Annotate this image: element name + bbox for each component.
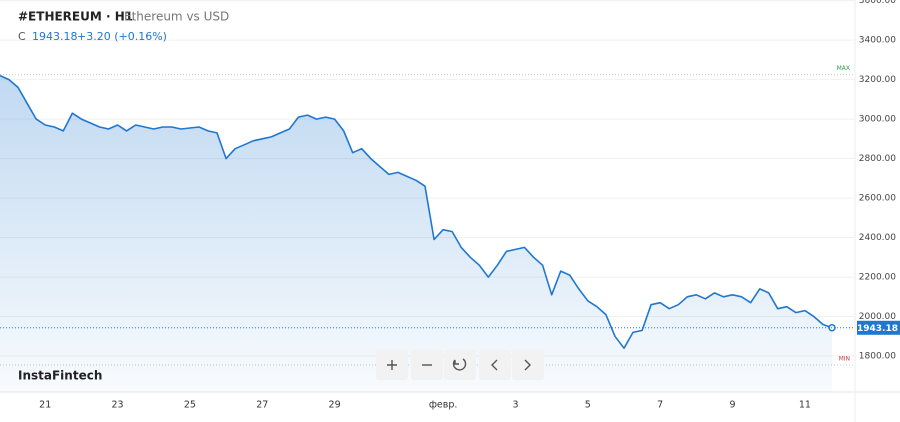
x-tick-label: 23 <box>112 400 124 411</box>
x-tick-label: 7 <box>657 400 663 411</box>
x-tick-label: 11 <box>799 400 811 411</box>
last-price-label: 1943.18 <box>857 324 898 334</box>
x-tick-label: 29 <box>329 400 341 411</box>
toolbar <box>376 350 544 380</box>
y-tick-label: 2800.00 <box>859 154 896 164</box>
y-tick-label: 2000.00 <box>859 312 896 322</box>
symbol: #ETHEREUM · H1 <box>18 10 133 24</box>
y-tick-label: 1800.00 <box>859 352 896 362</box>
y-tick-label: 3400.00 <box>859 36 896 46</box>
y-tick-label: 3600.00 <box>859 0 896 6</box>
y-tick-label: 3200.00 <box>859 75 896 85</box>
x-tick-label: 21 <box>39 400 51 411</box>
y-tick-label: 2600.00 <box>859 194 896 204</box>
y-tick-label: 2400.00 <box>859 233 896 243</box>
x-tick-label: февр. <box>429 400 458 411</box>
change: +3.20 (+0.16%) <box>77 30 167 43</box>
price-line <box>0 74 833 349</box>
max-label: MAX <box>837 65 850 72</box>
min-label: MIN <box>839 355 850 362</box>
x-tick-label: 5 <box>585 400 591 411</box>
scroll-right-button[interactable] <box>512 350 544 380</box>
zoom-in-icon <box>387 360 397 370</box>
scroll-left-button[interactable] <box>479 350 511 380</box>
area <box>0 75 832 392</box>
x-tick-label: 25 <box>184 400 196 411</box>
x-tick-label: 3 <box>512 400 518 411</box>
close-label: C <box>18 30 26 43</box>
y-tick-label: 2200.00 <box>859 273 896 283</box>
close-value: 1943.18 <box>32 30 78 43</box>
watermark: InstaFintech <box>18 369 102 383</box>
x-tick-label: 9 <box>729 400 735 411</box>
y-tick-label: 3000.00 <box>859 115 896 125</box>
description: Ethereum vs USD <box>124 10 229 24</box>
last-price-box <box>857 320 900 335</box>
x-tick-label: 27 <box>256 400 268 411</box>
scroll-right-icon <box>524 359 531 371</box>
scroll-left-icon <box>491 359 498 371</box>
reset-button[interactable] <box>444 350 476 380</box>
reset-icon <box>452 358 467 371</box>
